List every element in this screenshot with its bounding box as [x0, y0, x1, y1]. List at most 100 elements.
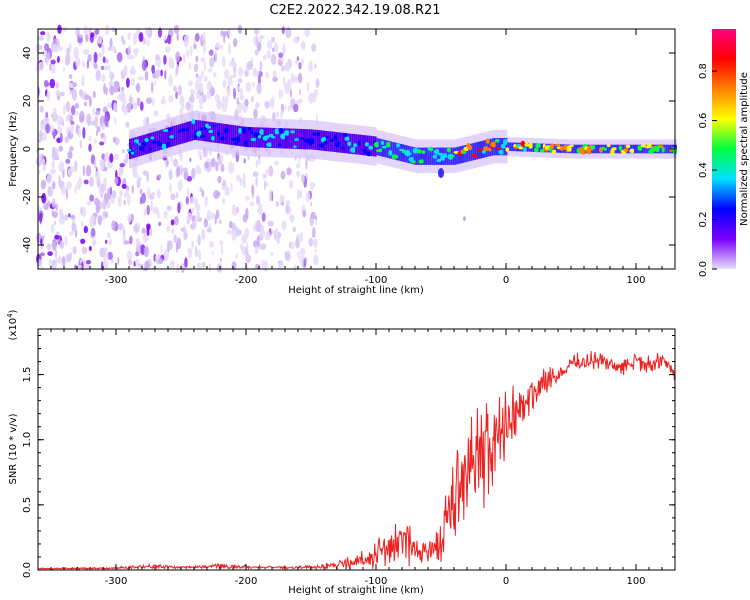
noise-mark: [44, 43, 50, 51]
ridge-blob: [408, 152, 412, 156]
noise-mark: [277, 261, 284, 271]
colorbar-tick-label: 0.6: [698, 113, 709, 129]
noise-mark: [238, 67, 244, 77]
noise-mark: [109, 37, 113, 49]
noise-mark: [176, 32, 179, 41]
noise-mark: [42, 158, 45, 167]
noise-mark: [310, 211, 316, 220]
noise-mark: [50, 59, 56, 65]
ridge-core: [423, 147, 426, 165]
noise-mark: [293, 264, 297, 272]
noise-mark: [289, 241, 295, 250]
ridge-blob: [340, 146, 347, 150]
noise-mark: [122, 178, 127, 186]
ridge-blob: [234, 141, 239, 145]
noise-mark: [313, 254, 319, 266]
noise-mark: [200, 70, 205, 78]
noise-mark: [97, 35, 103, 45]
noise-mark: [75, 56, 81, 68]
ridge-blob: [357, 140, 361, 146]
ridge-blob: [290, 130, 296, 134]
ridge-blob: [241, 127, 247, 134]
x-tick-label: 0: [503, 275, 509, 286]
noise-mark: [95, 130, 98, 137]
noise-mark: [203, 60, 207, 72]
noise-mark: [191, 240, 195, 250]
noise-mark: [220, 153, 224, 163]
noise-mark: [299, 255, 305, 265]
noise-mark: [208, 262, 212, 272]
colorbar-gradient: [712, 29, 736, 269]
ridge-core: [158, 130, 161, 151]
noise-mark: [193, 43, 197, 50]
ridge-core: [462, 145, 465, 163]
noise-mark: [285, 199, 291, 206]
noise-mark: [260, 243, 266, 250]
colorbar-tick-label: 0.2: [698, 212, 709, 228]
noise-mark: [121, 149, 125, 154]
noise-mark: [177, 179, 183, 192]
ridge-core: [248, 127, 250, 148]
ridge-core: [538, 143, 541, 153]
noise-mark: [95, 110, 101, 116]
noise-mark: [146, 223, 151, 230]
noise-mark: [53, 263, 56, 273]
noise-mark: [94, 28, 100, 35]
noise-mark: [83, 25, 89, 36]
noise-mark: [210, 212, 216, 219]
spectrogram-frame: [37, 28, 676, 270]
noise-mark: [311, 231, 315, 238]
ridge-blob: [347, 141, 352, 147]
noise-mark: [188, 247, 193, 259]
noise-mark: [177, 84, 182, 96]
ridge-blob: [528, 142, 533, 149]
noise-mark: [285, 203, 290, 214]
noise-mark: [156, 189, 162, 199]
noise-mark: [218, 219, 222, 225]
noise-mark: [76, 180, 81, 191]
noise-mark: [47, 185, 53, 197]
ridge-core: [380, 139, 383, 157]
noise-mark: [114, 117, 117, 125]
noise-mark: [196, 75, 203, 82]
ridge-core: [573, 144, 576, 154]
noise-mark: [82, 165, 86, 177]
noise-mark: [228, 43, 231, 55]
noise-mark: [224, 69, 230, 80]
noise-mark: [133, 224, 139, 234]
noise-mark: [46, 243, 52, 251]
noise-mark: [254, 29, 260, 35]
ridge-blob: [623, 148, 630, 152]
noise-mark: [270, 251, 274, 256]
noise-mark: [219, 240, 224, 246]
noise-mark: [214, 50, 217, 63]
ridge-core: [183, 122, 186, 143]
ridge-core: [396, 142, 399, 161]
noise-mark: [267, 220, 274, 227]
noise-mark: [173, 85, 178, 92]
noise-mark: [164, 46, 171, 53]
noise-mark: [54, 220, 57, 226]
noise-mark: [141, 227, 146, 234]
noise-mark: [265, 182, 269, 187]
noise-mark: [285, 26, 292, 39]
noise-mark: [195, 203, 201, 212]
ridge-core: [130, 138, 133, 159]
ridge-core: [318, 130, 321, 151]
noise-mark: [267, 40, 273, 50]
ridge-core: [316, 129, 319, 151]
noise-mark: [288, 214, 295, 221]
noise-mark: [42, 166, 46, 172]
noise-mark: [72, 246, 77, 255]
ridge-core: [222, 123, 225, 144]
noise-mark: [46, 52, 51, 61]
ridge-blob: [235, 136, 241, 143]
snr-series-line: [38, 350, 676, 571]
ridge-blob: [551, 149, 557, 154]
noise-mark: [68, 74, 73, 79]
noise-mark: [206, 81, 213, 91]
noise-mark: [152, 206, 159, 214]
noise-mark: [160, 244, 163, 253]
noise-mark: [37, 138, 42, 143]
ridge-core: [647, 144, 650, 154]
